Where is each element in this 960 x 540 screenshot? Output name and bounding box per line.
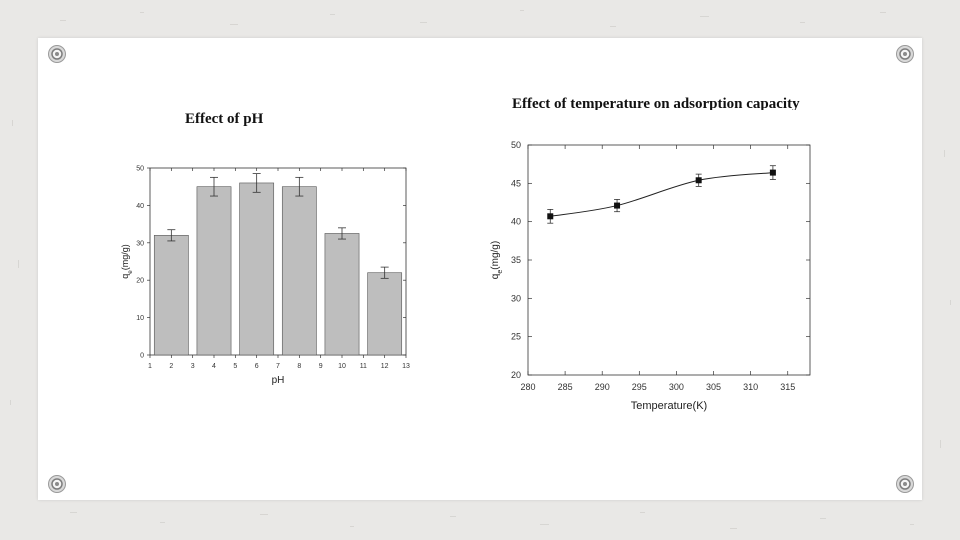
ph-chart-title: Effect of pH xyxy=(185,111,264,127)
y-tick-label: 40 xyxy=(136,203,144,210)
x-axis-label: Temperature(K) xyxy=(631,400,707,412)
y-tick-label: 25 xyxy=(511,332,521,342)
x-tick-label: 11 xyxy=(360,363,367,370)
ph-bar-chart: 1 2 3 4 5 6 7 8 9 10 11 12 13 0 10 20 30 40 50 pH qe(mg/g) xyxy=(84,137,436,399)
temperature-line-chart: 280 285 290 295 300 305 310 315 20 25 30 35 40 45 50 Te… xyxy=(452,110,870,428)
x-tick-label: 12 xyxy=(381,363,389,370)
bar xyxy=(239,182,275,356)
plot-frame xyxy=(527,144,811,376)
y-tick-label: 20 xyxy=(136,278,144,285)
y-tick-label: 10 xyxy=(136,315,144,322)
pushpin-icon xyxy=(48,475,66,493)
data-point xyxy=(769,169,776,176)
x-tick-label: 310 xyxy=(743,382,758,392)
x-tick-label: 4 xyxy=(212,363,216,370)
fit-curve xyxy=(550,172,773,217)
y-tick-label: 30 xyxy=(136,240,144,247)
data-point xyxy=(614,202,621,209)
pushpin-icon xyxy=(896,45,914,63)
x-tick-label: 1 xyxy=(148,363,152,370)
y-tick-label: 40 xyxy=(511,217,521,227)
x-tick-label: 315 xyxy=(780,382,795,392)
y-tick-label: 20 xyxy=(511,370,521,380)
x-tick-label: 2 xyxy=(169,363,173,370)
bar xyxy=(367,272,403,356)
y-tick-label: 30 xyxy=(511,293,521,303)
pushpin-icon xyxy=(896,475,914,493)
data-point xyxy=(547,213,554,220)
y-tick-label: 50 xyxy=(511,140,521,150)
x-tick-label: 295 xyxy=(632,382,647,392)
y-axis-label: qe(mg/g) xyxy=(120,244,134,279)
x-tick-label: 10 xyxy=(338,363,346,370)
x-tick-label: 3 xyxy=(191,363,195,370)
x-axis-label: pH xyxy=(272,375,285,386)
bar xyxy=(196,186,232,356)
x-tick-label: 280 xyxy=(520,382,535,392)
bar xyxy=(324,233,360,356)
y-tick-label: 45 xyxy=(511,178,521,188)
y-axis-label: qe(mg/g) xyxy=(490,241,504,279)
x-tick-label: 7 xyxy=(276,363,280,370)
x-tick-label: 9 xyxy=(319,363,323,370)
x-tick-label: 6 xyxy=(255,363,259,370)
x-tick-label: 290 xyxy=(595,382,610,392)
x-tick-label: 300 xyxy=(669,382,684,392)
bar xyxy=(153,235,189,356)
pushpin-icon xyxy=(48,45,66,63)
x-tick-label: 8 xyxy=(297,363,301,370)
y-tick-label: 0 xyxy=(140,353,144,360)
x-tick-label: 285 xyxy=(558,382,573,392)
x-tick-label: 5 xyxy=(233,363,237,370)
y-tick-label: 50 xyxy=(136,166,144,173)
x-tick-label: 305 xyxy=(706,382,721,392)
x-tick-label: 13 xyxy=(402,363,410,370)
temperature-chart-title: Effect of temperature on adsorption capa… xyxy=(512,96,800,112)
y-tick-label: 35 xyxy=(511,255,521,265)
data-point xyxy=(695,177,702,184)
bar xyxy=(281,186,317,356)
